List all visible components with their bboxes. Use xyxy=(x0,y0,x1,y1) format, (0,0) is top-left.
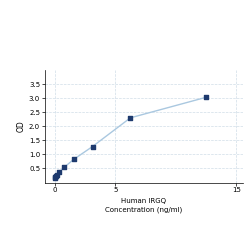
Point xyxy=(53,176,57,180)
X-axis label: Human IRGQ
Concentration (ng/ml): Human IRGQ Concentration (ng/ml) xyxy=(105,198,182,212)
Point xyxy=(55,173,59,177)
Point xyxy=(72,158,76,162)
Point xyxy=(204,95,208,99)
Point xyxy=(128,116,132,120)
Point xyxy=(62,165,66,169)
Point xyxy=(90,144,94,148)
Point xyxy=(58,170,62,174)
Point xyxy=(54,174,58,178)
Y-axis label: OD: OD xyxy=(17,120,26,132)
Point xyxy=(53,175,57,179)
